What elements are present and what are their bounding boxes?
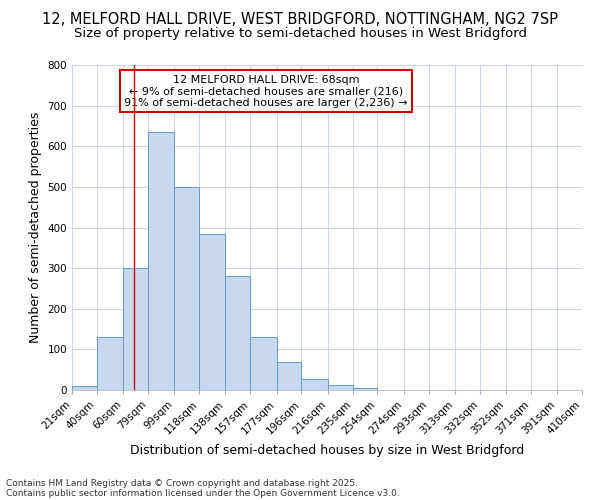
Bar [174,187,199,390]
Text: Size of property relative to semi-detached houses in West Bridgford: Size of property relative to semi-detach… [74,28,527,40]
Text: Contains HM Land Registry data © Crown copyright and database right 2025.: Contains HM Land Registry data © Crown c… [6,478,358,488]
Text: 12, MELFORD HALL DRIVE, WEST BRIDGFORD, NOTTINGHAM, NG2 7SP: 12, MELFORD HALL DRIVE, WEST BRIDGFORD, … [42,12,558,28]
Bar [123,268,148,390]
X-axis label: Distribution of semi-detached houses by size in West Bridgford: Distribution of semi-detached houses by … [130,444,524,457]
Bar [328,385,353,390]
Bar [97,337,123,390]
Text: 12 MELFORD HALL DRIVE: 68sqm
← 9% of semi-detached houses are smaller (216)
91% : 12 MELFORD HALL DRIVE: 68sqm ← 9% of sem… [124,74,407,108]
Text: Contains public sector information licensed under the Open Government Licence v3: Contains public sector information licen… [6,488,400,498]
Bar [226,276,250,390]
Bar [199,234,226,390]
Bar [72,386,97,390]
Bar [301,378,328,390]
Bar [277,362,301,390]
Bar [250,337,277,390]
Y-axis label: Number of semi-detached properties: Number of semi-detached properties [29,112,42,343]
Bar [148,132,174,390]
Bar [353,388,377,390]
